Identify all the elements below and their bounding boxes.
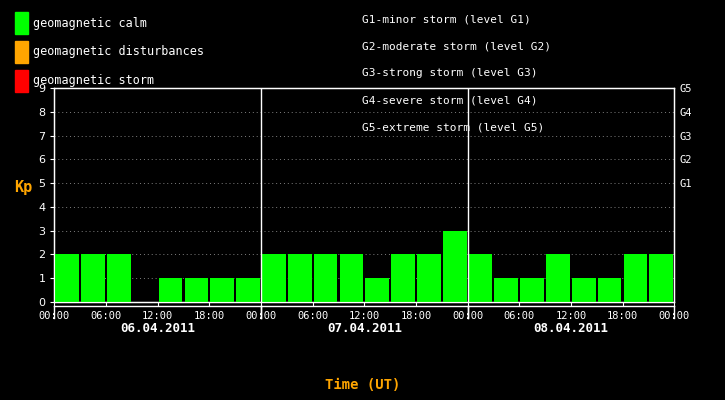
- Text: 08.04.2011: 08.04.2011: [534, 322, 608, 334]
- Bar: [572, 278, 596, 302]
- Bar: [262, 254, 286, 302]
- Bar: [185, 278, 208, 302]
- Bar: [521, 278, 544, 302]
- Text: 06.04.2011: 06.04.2011: [120, 322, 195, 334]
- Text: G4-severe storm (level G4): G4-severe storm (level G4): [362, 96, 538, 106]
- Text: 07.04.2011: 07.04.2011: [327, 322, 402, 334]
- Text: geomagnetic disturbances: geomagnetic disturbances: [33, 45, 204, 58]
- Bar: [546, 254, 570, 302]
- Bar: [210, 278, 234, 302]
- Bar: [81, 254, 105, 302]
- Bar: [288, 254, 312, 302]
- Text: geomagnetic storm: geomagnetic storm: [33, 74, 154, 87]
- Bar: [598, 278, 621, 302]
- Bar: [236, 278, 260, 302]
- Text: Time (UT): Time (UT): [325, 378, 400, 392]
- Bar: [650, 254, 673, 302]
- Text: geomagnetic calm: geomagnetic calm: [33, 16, 147, 30]
- Text: G2-moderate storm (level G2): G2-moderate storm (level G2): [362, 41, 552, 51]
- Y-axis label: Kp: Kp: [14, 180, 33, 195]
- Bar: [443, 231, 466, 302]
- Bar: [159, 278, 183, 302]
- Text: G3-strong storm (level G3): G3-strong storm (level G3): [362, 68, 538, 78]
- Bar: [417, 254, 441, 302]
- Bar: [55, 254, 79, 302]
- Bar: [392, 254, 415, 302]
- Bar: [468, 254, 492, 302]
- Text: G5-extreme storm (level G5): G5-extreme storm (level G5): [362, 123, 544, 133]
- Text: G1-minor storm (level G1): G1-minor storm (level G1): [362, 14, 531, 24]
- Bar: [107, 254, 130, 302]
- Bar: [624, 254, 647, 302]
- Bar: [314, 254, 337, 302]
- Bar: [494, 278, 518, 302]
- Bar: [365, 278, 389, 302]
- Bar: [339, 254, 363, 302]
